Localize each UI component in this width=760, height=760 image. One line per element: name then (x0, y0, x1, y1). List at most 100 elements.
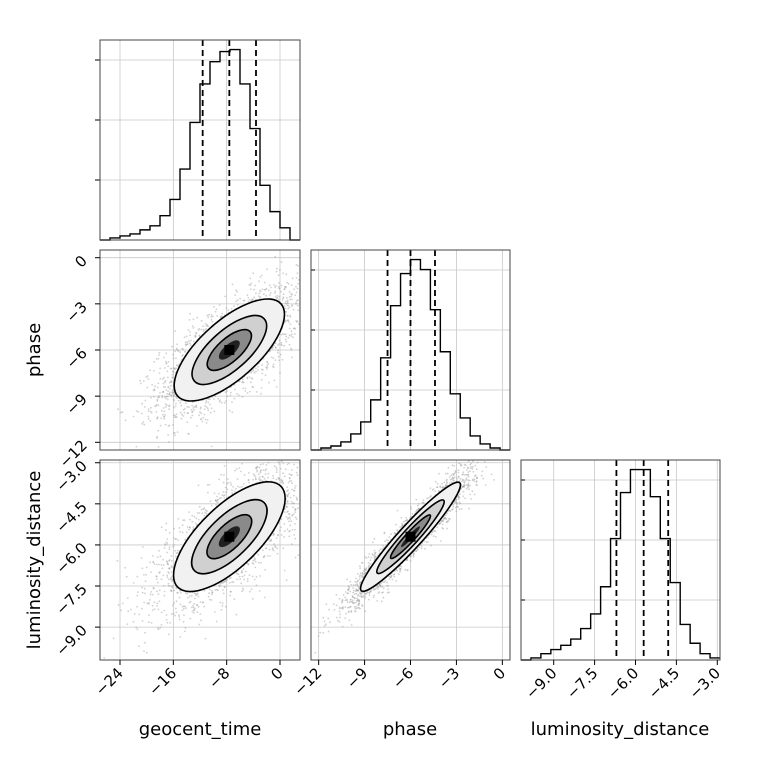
scatter-point (289, 323, 292, 326)
scatter-point (278, 287, 281, 290)
scatter-point (290, 543, 293, 545)
scatter-point (196, 425, 198, 427)
scatter-point (280, 518, 283, 521)
scatter-point (288, 492, 290, 494)
scatter-point (291, 514, 294, 517)
scatter-point (224, 400, 227, 402)
scatter-point (135, 445, 138, 448)
scatter-point (267, 289, 270, 292)
scatter-point (189, 526, 192, 529)
scatter-point (261, 364, 263, 366)
scatter-point (181, 609, 184, 612)
scatter-point (221, 602, 224, 605)
scatter-point (251, 370, 253, 373)
scatter-point (163, 410, 166, 413)
scatter-point (290, 349, 293, 351)
scatter-point (171, 376, 174, 379)
scatter-point (176, 349, 179, 352)
scatter-point (129, 608, 132, 611)
scatter-point (283, 288, 286, 290)
scatter-point (260, 392, 262, 395)
scatter-point (164, 380, 167, 382)
scatter-point (146, 386, 149, 389)
scatter-point (281, 299, 284, 301)
scatter-point (259, 575, 261, 577)
scatter-point (264, 568, 267, 571)
scatter-point (206, 324, 209, 326)
scatter-point (144, 631, 147, 634)
scatter-point (246, 392, 249, 394)
scatter-point (174, 416, 177, 419)
scatter-point (231, 401, 233, 403)
scatter-point (186, 405, 189, 408)
scatter-point (244, 387, 247, 390)
scatter-point (199, 601, 202, 603)
scatter-point (176, 549, 179, 552)
scatter-point (191, 610, 194, 613)
scatter-point (160, 417, 163, 420)
scatter-point (149, 410, 152, 413)
scatter-point (290, 480, 293, 482)
scatter-point (258, 590, 261, 592)
scatter-point (173, 395, 175, 398)
scatter-point (168, 546, 171, 549)
scatter-point (261, 372, 264, 375)
scatter-point (266, 364, 269, 367)
scatter-point (242, 568, 245, 570)
scatter-point (287, 481, 290, 484)
scatter-point (293, 528, 296, 531)
scatter-point (198, 335, 201, 337)
scatter-point (264, 281, 266, 284)
scatter-point (137, 410, 140, 413)
scatter-point (288, 535, 291, 538)
scatter-point (143, 601, 146, 604)
scatter-point (239, 297, 242, 300)
scatter-point (166, 398, 169, 401)
scatter-point (184, 350, 186, 353)
scatter-point (281, 344, 283, 347)
scatter-point (156, 563, 158, 566)
scatter-point (189, 617, 192, 620)
scatter-point (284, 307, 287, 310)
scatter-point (246, 580, 249, 583)
scatter-point (151, 604, 154, 607)
scatter-point (209, 403, 211, 406)
scatter-point (207, 595, 210, 598)
scatter-point (287, 510, 289, 513)
scatter-point (180, 591, 182, 594)
scatter-point (292, 327, 295, 330)
scatter-point (139, 379, 142, 382)
scatter-point (174, 607, 177, 610)
scatter-point (199, 418, 202, 421)
scatter-point (157, 429, 160, 432)
scatter-point (147, 378, 150, 380)
scatter-point (282, 482, 285, 485)
scatter-point (266, 555, 269, 557)
scatter-point (163, 417, 166, 420)
scatter-point (251, 597, 254, 600)
scatter-point (168, 404, 171, 407)
scatter-point (220, 473, 222, 476)
scatter-point (181, 531, 184, 534)
scatter-point (249, 381, 252, 384)
scatter-point (143, 650, 145, 652)
scatter-point (175, 402, 177, 405)
scatter-point (295, 277, 298, 279)
scatter-point (255, 391, 258, 393)
scatter-point (156, 627, 159, 630)
scatter-point (160, 409, 163, 412)
scatter-point (193, 515, 196, 518)
scatter-point (198, 623, 201, 626)
scatter-point (215, 620, 218, 623)
scatter-point (283, 344, 286, 347)
scatter-point (262, 469, 265, 471)
scatter-point (173, 602, 176, 605)
scatter-point (167, 385, 170, 388)
scatter-point (284, 338, 287, 341)
scatter-point (204, 418, 207, 421)
scatter-point (173, 367, 176, 370)
scatter-point (206, 484, 209, 486)
scatter-point (248, 574, 251, 576)
scatter-point (170, 555, 173, 557)
scatter-point (166, 562, 169, 565)
